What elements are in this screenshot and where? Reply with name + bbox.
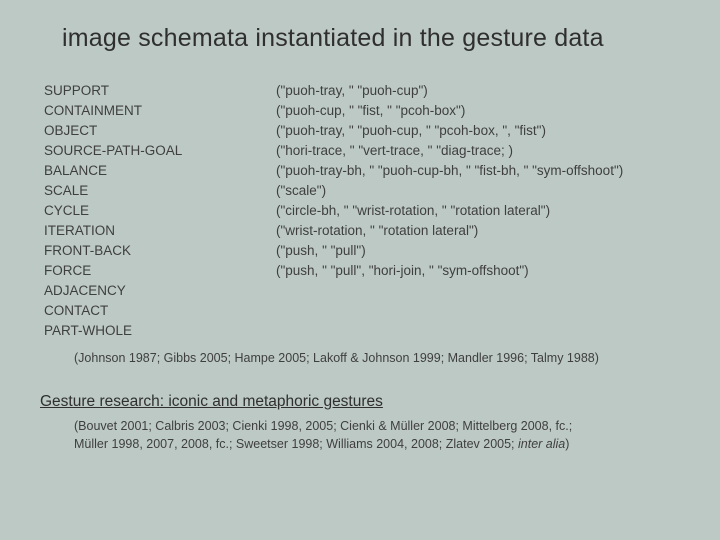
schema-label: ADJACENCY <box>44 281 276 301</box>
schema-label: ITERATION <box>44 221 276 241</box>
schema-examples: ("push, " "pull", "hori-join, " "sym-off… <box>276 261 680 281</box>
slide: image schemata instantiated in the gestu… <box>0 0 720 540</box>
schema-row: SOURCE-PATH-GOAL ("hori-trace, " "vert-t… <box>44 141 680 161</box>
refs2-line1: (Bouvet 2001; Calbris 2003; Cienki 1998,… <box>74 417 680 435</box>
schema-examples <box>276 301 680 321</box>
schema-row: ITERATION ("wrist-rotation, " "rotation … <box>44 221 680 241</box>
schema-row: OBJECT ("puoh-tray, " "puoh-cup, " "pcoh… <box>44 121 680 141</box>
schema-row: CYCLE ("circle-bh, " "wrist-rotation, " … <box>44 201 680 221</box>
slide-title: image schemata instantiated in the gestu… <box>62 24 680 53</box>
schema-row: SUPPORT ("puoh-tray, " "puoh-cup") <box>44 81 680 101</box>
schema-examples: ("push, " "pull") <box>276 241 680 261</box>
schema-examples <box>276 321 680 341</box>
schema-examples: ("puoh-cup, " "fist, " "pcoh-box") <box>276 101 680 121</box>
schema-row: CONTACT <box>44 301 680 321</box>
schema-label: CYCLE <box>44 201 276 221</box>
refs2-line2c: ) <box>565 437 569 451</box>
schema-label: SCALE <box>44 181 276 201</box>
schema-examples: ("scale") <box>276 181 680 201</box>
schema-examples <box>276 281 680 301</box>
schema-row: BALANCE ("puoh-tray-bh, " "puoh-cup-bh, … <box>44 161 680 181</box>
refs2-line2: Müller 1998, 2007, 2008, fc.; Sweetser 1… <box>74 435 680 453</box>
schema-examples: ("hori-trace, " "vert-trace, " "diag-tra… <box>276 141 680 161</box>
schema-label: FRONT-BACK <box>44 241 276 261</box>
schema-examples: ("puoh-tray, " "puoh-cup") <box>276 81 680 101</box>
schema-label: SUPPORT <box>44 81 276 101</box>
references-2: (Bouvet 2001; Calbris 2003; Cienki 1998,… <box>74 417 680 453</box>
schema-label: OBJECT <box>44 121 276 141</box>
schema-label: FORCE <box>44 261 276 281</box>
schema-label: SOURCE-PATH-GOAL <box>44 141 276 161</box>
schema-row: PART-WHOLE <box>44 321 680 341</box>
schema-label: CONTACT <box>44 301 276 321</box>
schema-examples: ("circle-bh, " "wrist-rotation, " "rotat… <box>276 201 680 221</box>
schema-row: FRONT-BACK ("push, " "pull") <box>44 241 680 261</box>
schema-examples: ("puoh-tray, " "puoh-cup, " "pcoh-box, "… <box>276 121 680 141</box>
schema-list: SUPPORT ("puoh-tray, " "puoh-cup") CONTA… <box>44 81 680 341</box>
schema-label: BALANCE <box>44 161 276 181</box>
schema-row: SCALE ("scale") <box>44 181 680 201</box>
schema-examples: ("wrist-rotation, " "rotation lateral") <box>276 221 680 241</box>
schema-row: ADJACENCY <box>44 281 680 301</box>
subheading: Gesture research: iconic and metaphoric … <box>40 393 680 411</box>
references-1: (Johnson 1987; Gibbs 2005; Hampe 2005; L… <box>74 349 680 367</box>
schema-row: FORCE ("push, " "pull", "hori-join, " "s… <box>44 261 680 281</box>
schema-row: CONTAINMENT ("puoh-cup, " "fist, " "pcoh… <box>44 101 680 121</box>
refs2-line2a: Müller 1998, 2007, 2008, fc.; Sweetser 1… <box>74 437 518 451</box>
refs2-line2b: inter alia <box>518 437 565 451</box>
schema-label: CONTAINMENT <box>44 101 276 121</box>
schema-label: PART-WHOLE <box>44 321 276 341</box>
schema-examples: ("puoh-tray-bh, " "puoh-cup-bh, " "fist-… <box>276 161 680 181</box>
